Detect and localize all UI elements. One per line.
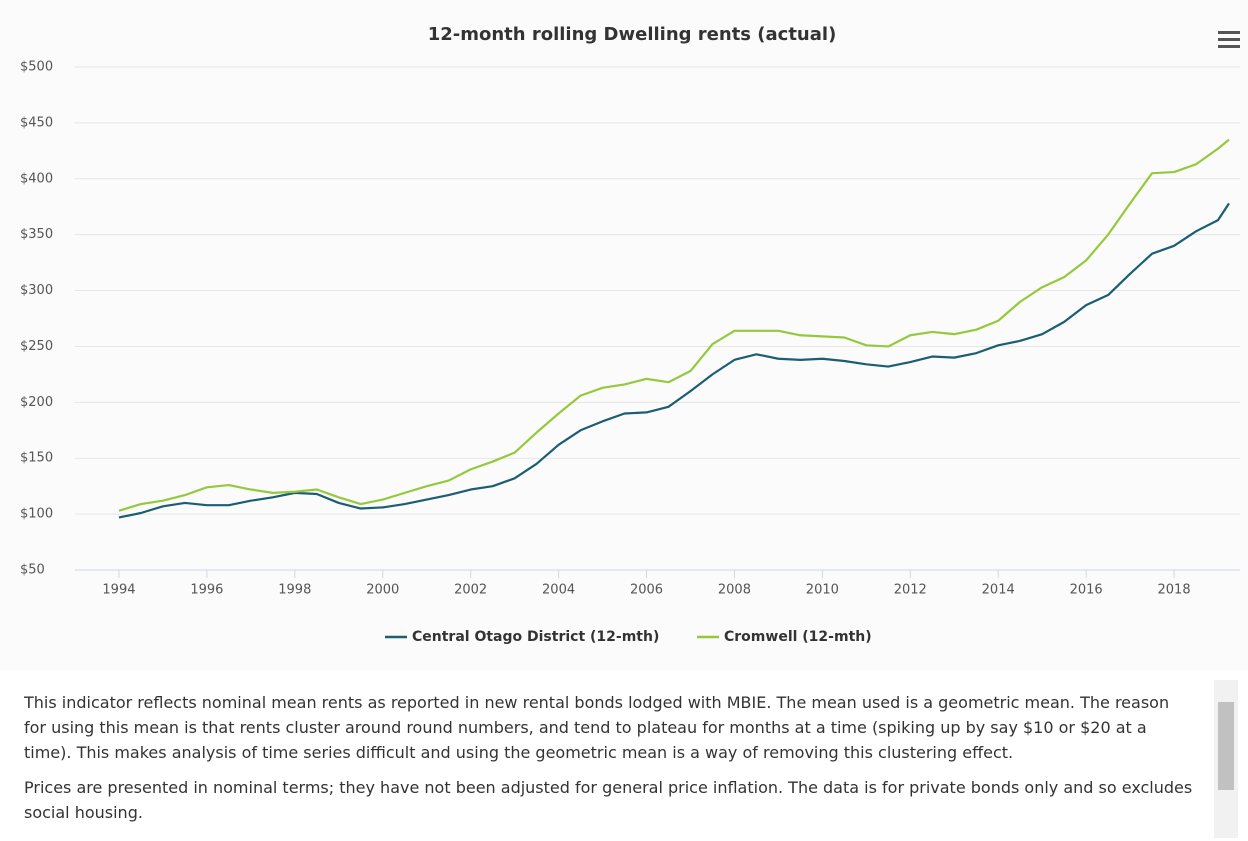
y-tick-label: $50: [20, 563, 45, 578]
legend-label: Cromwell (12-mth): [724, 629, 872, 645]
x-tick-label: 2006: [630, 583, 663, 598]
scrollbar-thumb[interactable]: [1218, 702, 1234, 790]
x-tick-label: 2010: [806, 583, 839, 598]
x-tick-label: 2012: [894, 583, 927, 598]
y-tick-label: $450: [20, 115, 53, 130]
x-tick-label: 1994: [102, 583, 135, 598]
menu-button[interactable]: [1218, 31, 1240, 48]
paragraph: This indicator reflects nominal mean ren…: [24, 693, 1170, 762]
x-tick-label: 2014: [982, 583, 1015, 598]
y-tick-label: $150: [20, 451, 53, 466]
data-line: [118, 138, 1230, 512]
scrollbar[interactable]: [1214, 680, 1238, 838]
paragraph: Prices are presented in nominal terms; t…: [24, 778, 1193, 822]
x-tick-label: 2016: [1070, 583, 1103, 598]
x-tick-label: 2004: [542, 583, 575, 598]
chart: 12-month rolling Dwelling rents (actual)…: [20, 24, 1240, 645]
x-tick-label: 2000: [366, 583, 399, 598]
chart-title: 12-month rolling Dwelling rents (actual): [428, 24, 837, 45]
y-tick-label: $400: [20, 171, 53, 186]
y-tick-label: $500: [20, 60, 53, 75]
y-tick-label: $250: [20, 339, 53, 354]
y-tick-label: $200: [20, 395, 53, 410]
description: This indicator reflects nominal mean ren…: [24, 690, 1194, 841]
y-tick-label: $350: [20, 227, 53, 242]
x-tick-label: 1996: [190, 583, 223, 598]
y-tick-label: $100: [20, 507, 53, 522]
x-tick-label: 1998: [278, 583, 311, 598]
x-tick-label: 2008: [718, 583, 751, 598]
y-tick-label: $300: [20, 283, 53, 298]
x-tick-label: 2018: [1158, 583, 1191, 598]
data-line: [118, 202, 1230, 519]
x-tick-label: 2002: [454, 583, 487, 598]
legend-label: Central Otago District (12-mth): [412, 629, 659, 645]
